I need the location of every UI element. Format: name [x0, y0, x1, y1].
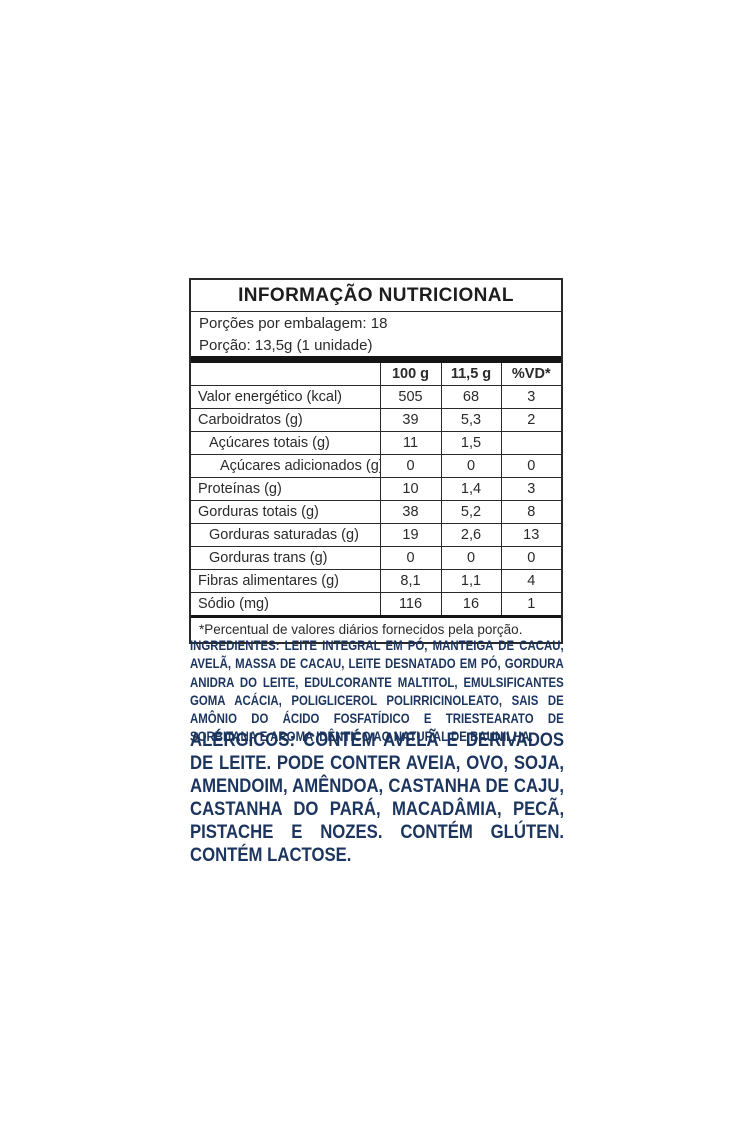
column-header-row: 100 g 11,5 g %VD*	[191, 363, 561, 386]
nutrient-label: Gorduras totais (g)	[191, 500, 380, 524]
table-row: Fibras alimentares (g) 8,1 1,1 4	[191, 569, 561, 593]
table-row: Carboidratos (g) 39 5,3 2	[191, 408, 561, 432]
nutrient-label: Fibras alimentares (g)	[191, 569, 380, 593]
ingredients-text: LEITE INTEGRAL EM PÓ, MANTEIGA DE CACAU,…	[190, 637, 564, 745]
table-row: Açúcares adicionados (g) 0 0 0	[191, 454, 561, 478]
value-percent-dv: 0	[500, 454, 561, 478]
thick-divider-bar	[191, 356, 561, 363]
column-header-100g: 100 g	[379, 363, 441, 386]
nutrient-label: Valor energético (kcal)	[191, 385, 380, 409]
value-per-serving: 16	[440, 592, 501, 615]
value-percent-dv: 3	[500, 477, 561, 501]
value-percent-dv: 4	[500, 569, 561, 593]
table-row: Gorduras trans (g) 0 0 0	[191, 546, 561, 570]
value-per-serving: 0	[440, 454, 501, 478]
nutrient-label: Gorduras trans (g)	[191, 546, 380, 570]
divider	[191, 311, 561, 312]
table-row: Proteínas (g) 10 1,4 3	[191, 477, 561, 501]
value-per-serving: 68	[440, 385, 501, 409]
allergens-section: ALÉRGICOS: CONTÉM AVELÃ E DERIVADOS DE L…	[190, 729, 564, 866]
table-row: Sódio (mg) 116 16 1	[191, 592, 561, 615]
value-per-100g: 11	[379, 431, 441, 455]
nutrient-label: Sódio (mg)	[191, 592, 380, 615]
value-per-100g: 8,1	[379, 569, 441, 593]
ingredients-label: INGREDIENTES:	[190, 637, 280, 653]
value-percent-dv: 3	[500, 385, 561, 409]
nutrient-label: Açúcares totais (g)	[191, 431, 380, 455]
value-per-serving: 0	[440, 546, 501, 570]
table-row: Açúcares totais (g) 11 1,5	[191, 431, 561, 455]
value-per-serving: 1,4	[440, 477, 501, 501]
column-header-vd: %VD*	[500, 363, 561, 386]
value-per-serving: 2,6	[440, 523, 501, 547]
serving-size: Porção: 13,5g (1 unidade)	[199, 337, 373, 354]
value-per-serving: 1,5	[440, 431, 501, 455]
value-per-serving: 1,1	[440, 569, 501, 593]
empty-header-cell	[191, 363, 380, 386]
column-header-serving: 11,5 g	[440, 363, 501, 386]
nutrient-label: Proteínas (g)	[191, 477, 380, 501]
value-per-100g: 0	[379, 454, 441, 478]
value-per-serving: 5,2	[440, 500, 501, 524]
ingredients-paragraph: INGREDIENTES: LEITE INTEGRAL EM PÓ, MANT…	[190, 636, 564, 746]
allergens-paragraph: ALÉRGICOS: CONTÉM AVELÃ E DERIVADOS DE L…	[190, 729, 565, 866]
value-percent-dv: 13	[500, 523, 561, 547]
value-percent-dv: 1	[500, 592, 561, 615]
nutrient-label: Carboidratos (g)	[191, 408, 380, 432]
nutrition-table-title: INFORMAÇÃO NUTRICIONAL	[238, 285, 514, 306]
value-per-100g: 38	[379, 500, 441, 524]
value-per-serving: 5,3	[440, 408, 501, 432]
ingredients-section: INGREDIENTES: LEITE INTEGRAL EM PÓ, MANT…	[190, 636, 564, 744]
nutrient-label: Açúcares adicionados (g)	[191, 454, 380, 478]
value-per-100g: 10	[379, 477, 441, 501]
nutrition-table: INFORMAÇÃO NUTRICIONAL Porções por embal…	[189, 278, 563, 644]
value-per-100g: 505	[379, 385, 441, 409]
value-percent-dv	[500, 431, 561, 455]
value-percent-dv: 8	[500, 500, 561, 524]
daily-value-footnote: *Percentual de valores diários fornecido…	[199, 622, 523, 637]
table-row: Gorduras totais (g) 38 5,2 8	[191, 500, 561, 524]
value-per-100g: 116	[379, 592, 441, 615]
nutrition-rows: Valor energético (kcal) 505 68 3 Carboid…	[191, 385, 561, 615]
value-per-100g: 0	[379, 546, 441, 570]
servings-per-package: Porções por embalagem: 18	[199, 315, 388, 332]
nutrition-grid: 100 g 11,5 g %VD* Valor energético (kcal…	[191, 363, 561, 615]
value-percent-dv: 2	[500, 408, 561, 432]
value-percent-dv: 0	[500, 546, 561, 570]
table-row: Valor energético (kcal) 505 68 3	[191, 385, 561, 409]
value-per-100g: 19	[379, 523, 441, 547]
footnote-divider	[191, 615, 561, 618]
value-per-100g: 39	[379, 408, 441, 432]
table-row: Gorduras saturadas (g) 19 2,6 13	[191, 523, 561, 547]
nutrient-label: Gorduras saturadas (g)	[191, 523, 380, 547]
